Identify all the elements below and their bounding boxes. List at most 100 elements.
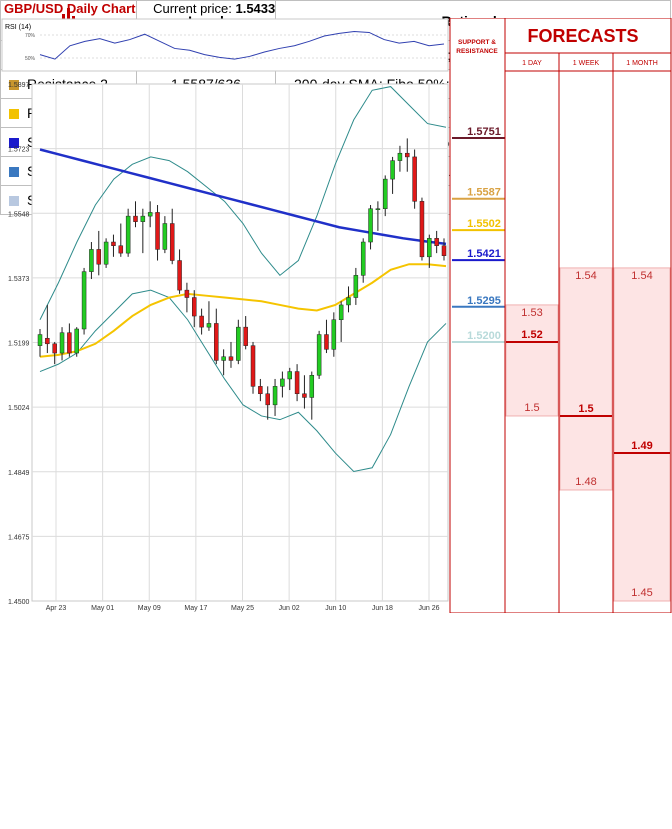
candle-body <box>243 326 248 346</box>
level-color-swatch <box>9 80 19 91</box>
bollinger-lower-line <box>39 289 447 473</box>
candle-body <box>184 289 190 298</box>
x-tick-label: Jun 18 <box>372 605 393 612</box>
level-color-swatch <box>9 196 19 207</box>
sr-column <box>449 18 506 613</box>
candle-body <box>162 223 168 250</box>
sr-level-label: 1.5751 <box>467 126 501 138</box>
candle-body <box>59 332 65 354</box>
candle-body <box>405 152 410 158</box>
y-tick-label: 1.5723 <box>8 147 30 154</box>
candle-body <box>419 201 425 258</box>
candle-body <box>427 238 432 258</box>
y-tick-label: 1.5897 <box>8 82 30 89</box>
forecast-col-header: 1 DAY <box>522 60 542 67</box>
candle-body <box>125 215 131 254</box>
x-tick-label: May 25 <box>231 605 254 612</box>
candle-body <box>302 393 307 398</box>
y-tick-label: 1.4500 <box>8 599 30 606</box>
candle-body <box>169 223 175 261</box>
rsi-line <box>39 31 445 60</box>
forecast-col-header: 1 MONTH <box>626 60 658 67</box>
chart-title: GBP/USD Daily Chart <box>4 1 136 16</box>
chart-area: RSI (14) 70% 50% 1.5897 1.5723 1.5548 1.5373 1.… <box>1 18 672 613</box>
x-tick-label: Jun 26 <box>418 605 439 612</box>
forecast-high-label: 1.53 <box>521 307 542 319</box>
x-tick-label: Jun 02 <box>279 605 300 612</box>
rsi-label: RSI (14) <box>5 24 31 31</box>
candle-body <box>441 245 447 256</box>
candle-body <box>206 323 212 328</box>
candle-body <box>111 241 116 246</box>
rsi-panel <box>1 18 449 72</box>
candle-body <box>155 212 160 250</box>
candle-body <box>258 386 263 395</box>
candle-body <box>294 371 300 395</box>
candle-body <box>96 249 102 265</box>
rsi-tick-70: 70% <box>25 33 36 39</box>
candle-body <box>133 215 138 222</box>
candle-body <box>199 315 204 328</box>
sr-level-label: 1.5587 <box>467 187 501 199</box>
candle-body <box>397 152 403 161</box>
candle-body <box>412 156 417 202</box>
x-tick-label: Jun 10 <box>325 605 346 612</box>
candle-body <box>287 371 292 380</box>
x-tick-label: May 17 <box>184 605 207 612</box>
y-tick-label: 1.5548 <box>8 211 30 218</box>
candle-body <box>390 160 395 180</box>
forecast-range <box>505 304 559 417</box>
x-tick-label: May 09 <box>138 605 161 612</box>
candle-body <box>81 271 87 330</box>
candle-body <box>382 178 388 209</box>
sr-header-line2: RESISTANCE <box>456 48 498 55</box>
candle-body <box>353 275 359 298</box>
level-color-swatch <box>9 167 19 178</box>
candle-body <box>280 378 285 387</box>
sr-level-label: 1.5200 <box>467 330 501 342</box>
candle-body <box>214 323 219 361</box>
candle-body <box>103 241 109 265</box>
y-tick-label: 1.5199 <box>8 341 30 348</box>
chart-header: GBP/USD Daily Chart Current price: 1.543… <box>0 0 450 18</box>
candle-body <box>375 208 381 210</box>
candle-body <box>37 334 43 346</box>
candle-body <box>74 328 79 354</box>
candle-body <box>265 393 270 406</box>
candle-body <box>52 343 57 354</box>
candle-body <box>309 375 315 398</box>
y-tick-label: 1.4675 <box>8 534 30 541</box>
sma-55-line <box>39 263 447 358</box>
current-price-label: Current price: <box>153 1 232 16</box>
forecast-low-label: 1.45 <box>631 587 652 599</box>
candle-body <box>140 215 146 222</box>
forecast-expected-label: 1.52 <box>521 329 542 341</box>
candle-body <box>45 337 50 345</box>
candle-body <box>228 356 234 361</box>
forecast-expected-label: 1.49 <box>631 440 652 452</box>
candle-body <box>118 245 124 254</box>
candle-body <box>89 249 94 272</box>
candle-body <box>368 208 373 243</box>
level-color-swatch <box>9 109 19 120</box>
candle-body <box>250 345 256 387</box>
candle-body <box>147 212 153 217</box>
sr-level-label: 1.5502 <box>467 218 501 230</box>
forecast-high-label: 1.54 <box>631 270 652 282</box>
forecasts-title: FORECASTS <box>527 26 638 46</box>
y-tick-label: 1.5024 <box>8 405 30 412</box>
candle-body <box>346 297 351 306</box>
forecast-range <box>613 267 671 602</box>
candle-body <box>272 386 278 406</box>
forecast-high-label: 1.54 <box>575 270 596 282</box>
level-color-swatch <box>9 138 19 149</box>
candle-body <box>67 332 72 354</box>
x-tick-label: Apr 23 <box>46 605 67 612</box>
candle-body <box>177 260 182 291</box>
sma-200-line <box>39 148 447 246</box>
candle-body <box>331 319 337 350</box>
candle-body <box>236 326 241 361</box>
forecast-expected-label: 1.5 <box>578 403 593 415</box>
candle-body <box>324 334 329 350</box>
candle-body <box>360 241 366 276</box>
